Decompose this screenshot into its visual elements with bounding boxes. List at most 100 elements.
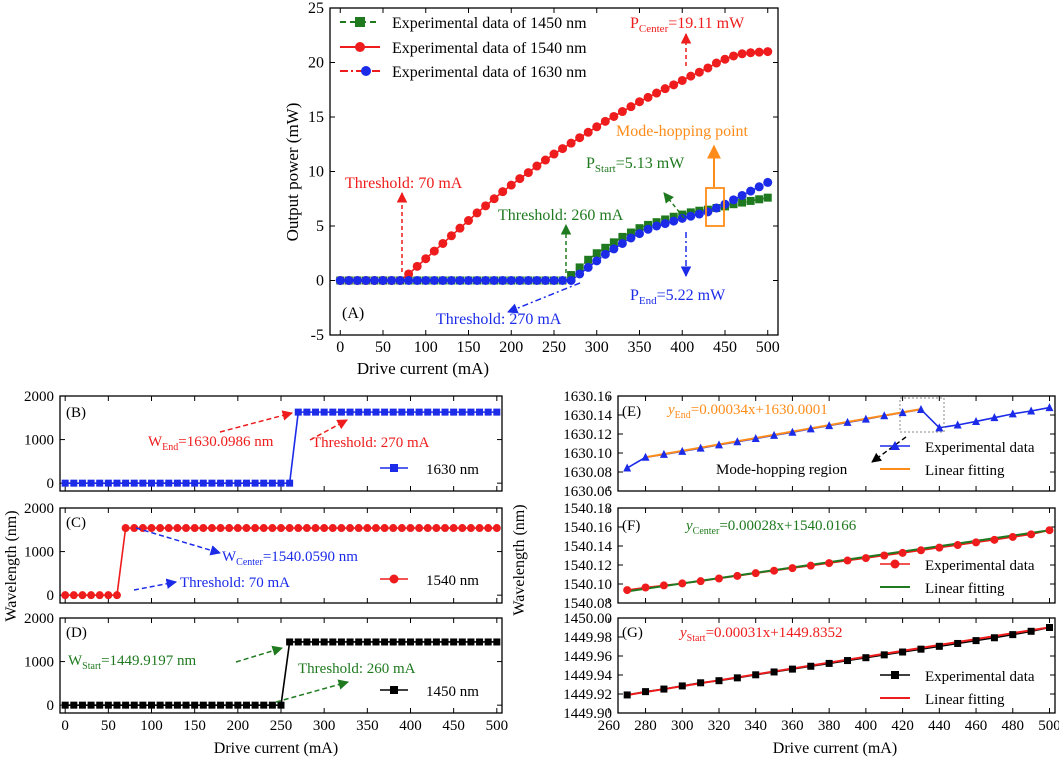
data-point (302, 524, 311, 533)
data-point-2 (369, 276, 379, 285)
data-point-2 (481, 276, 491, 285)
panel-b-ytick-label: 1000 (24, 433, 54, 449)
data-point-2 (737, 190, 747, 200)
data-point (328, 524, 337, 533)
data-point (1045, 624, 1053, 631)
data-point (917, 645, 925, 653)
panel-g-xtick-label: 320 (708, 718, 731, 734)
data-point (623, 463, 632, 472)
panel-b-ytick-label: 2000 (24, 389, 54, 405)
panel-g-xtick-label: 500 (1038, 718, 1059, 734)
data-point (70, 701, 78, 709)
data-point (294, 408, 302, 416)
data-point (87, 479, 95, 487)
data-point-1 (652, 88, 662, 98)
data-point (182, 479, 190, 487)
data-point (199, 524, 208, 533)
panel-e: 1630.06 1630.08 1630.10 1630.12 1630.14 1630.… (563, 389, 1056, 500)
data-point-1 (558, 144, 568, 154)
data-point-2 (694, 209, 704, 219)
panel-g-ytick-label: 1449.96 (563, 649, 612, 665)
data-point (173, 524, 182, 533)
panel-a-xlabel: Drive current (mA) (357, 359, 489, 378)
data-point (492, 524, 501, 533)
data-point (363, 524, 372, 533)
panel-c-ytick-label: 2000 (24, 501, 54, 517)
data-point (806, 561, 815, 570)
data-point (696, 443, 705, 452)
data-point-2 (472, 276, 482, 285)
data-point (208, 701, 216, 709)
data-point (733, 571, 742, 580)
panel-a-label: (A) (342, 305, 364, 322)
panel-e-frame (617, 395, 1056, 492)
data-point-2 (703, 207, 713, 217)
data-point (164, 524, 173, 533)
data-point (424, 408, 432, 416)
data-point (113, 479, 121, 487)
data-point (199, 701, 207, 709)
panel-e-ytick-label: 1630.14 (563, 408, 612, 424)
data-point (641, 452, 650, 461)
data-point-1 (481, 201, 491, 211)
data-point-1 (549, 149, 559, 159)
data-point (148, 479, 156, 487)
data-point (242, 479, 250, 487)
panel-f-ytick-label: 1540.16 (563, 520, 612, 536)
data-point (277, 524, 285, 533)
data-point (286, 479, 294, 487)
panel-d-xtick-label: 400 (399, 718, 422, 734)
data-point-1 (438, 238, 448, 248)
panel-d-w-label: WStart=1449.9197 nm (68, 653, 197, 672)
left-ylabel: Wavelength (nm) (3, 510, 20, 621)
panel-d-legend-label: 1450 nm (426, 684, 479, 700)
data-point (432, 524, 441, 533)
data-point-1 (583, 127, 593, 137)
data-point (1045, 403, 1054, 412)
panel-e-ytick-label: 1630.06 (563, 484, 612, 500)
data-point-2 (643, 224, 653, 234)
panel-d-xtick-label: 300 (313, 718, 336, 734)
panel-f-legend-exp: Experimental data (925, 558, 1035, 574)
panel-b-w-label: WEnd=1630.0986 nm (148, 434, 274, 453)
data-point (990, 535, 999, 544)
panel-c: 0 1000 2000 (C) WCenter=1540.0590 nm Thres… (24, 501, 503, 604)
data-point (441, 408, 449, 416)
data-point-2 (335, 276, 345, 285)
data-point (363, 408, 371, 416)
legend-label-1450: Experimental data of 1450 nm (392, 15, 587, 32)
panel-f-plot: 1540.08 1540.10 1540.12 1540.14 1540.16 1540.… (563, 501, 1056, 612)
data-point-1 (455, 223, 465, 233)
data-point (122, 479, 130, 487)
data-point-2 (352, 276, 362, 285)
data-point-2 (583, 262, 593, 272)
fit-line (645, 408, 922, 459)
panel-g-ytick-label: 1449.98 (563, 630, 612, 646)
legend-marker-1630 (361, 66, 371, 76)
data-point (807, 662, 815, 670)
data-point (165, 479, 173, 487)
mode-hop-label: Mode-hopping point (616, 123, 749, 140)
data-point (1045, 526, 1054, 535)
data-point-1 (575, 133, 585, 143)
data-point (953, 541, 962, 550)
data-point (380, 524, 389, 533)
threshold-270-label: Threshold: 270 mA (436, 311, 562, 328)
data-point-1 (737, 49, 747, 59)
panel-b-w-arrow (219, 410, 294, 433)
data-point-2 (746, 186, 756, 196)
panel-a-ytick-label: 10 (308, 164, 324, 181)
data-point (251, 701, 259, 709)
data-point (320, 408, 328, 416)
data-point (714, 574, 723, 583)
panel-a-ylabel: Output power (mW) (283, 103, 302, 242)
data-point (406, 408, 414, 416)
data-point (659, 581, 668, 590)
data-point-0 (746, 196, 755, 205)
data-point (1008, 532, 1017, 541)
data-point (381, 408, 389, 416)
data-point (113, 701, 121, 709)
data-point (825, 559, 834, 568)
data-point (751, 569, 760, 578)
data-point-1 (729, 51, 739, 61)
